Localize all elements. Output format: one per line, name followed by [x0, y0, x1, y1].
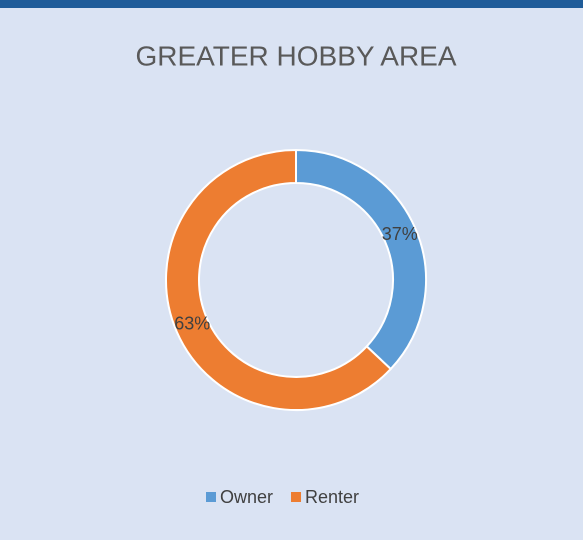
legend-swatch — [291, 492, 302, 502]
legend-swatch — [206, 492, 216, 502]
data-label: 63% — [174, 314, 210, 334]
chart-title: GREATER HOBBY AREA — [135, 40, 456, 71]
legend-label: Renter — [305, 487, 359, 507]
top-bar — [0, 0, 583, 8]
legend-label: Owner — [220, 487, 273, 507]
data-label: 37% — [382, 224, 418, 244]
donut-segment — [165, 148, 393, 411]
